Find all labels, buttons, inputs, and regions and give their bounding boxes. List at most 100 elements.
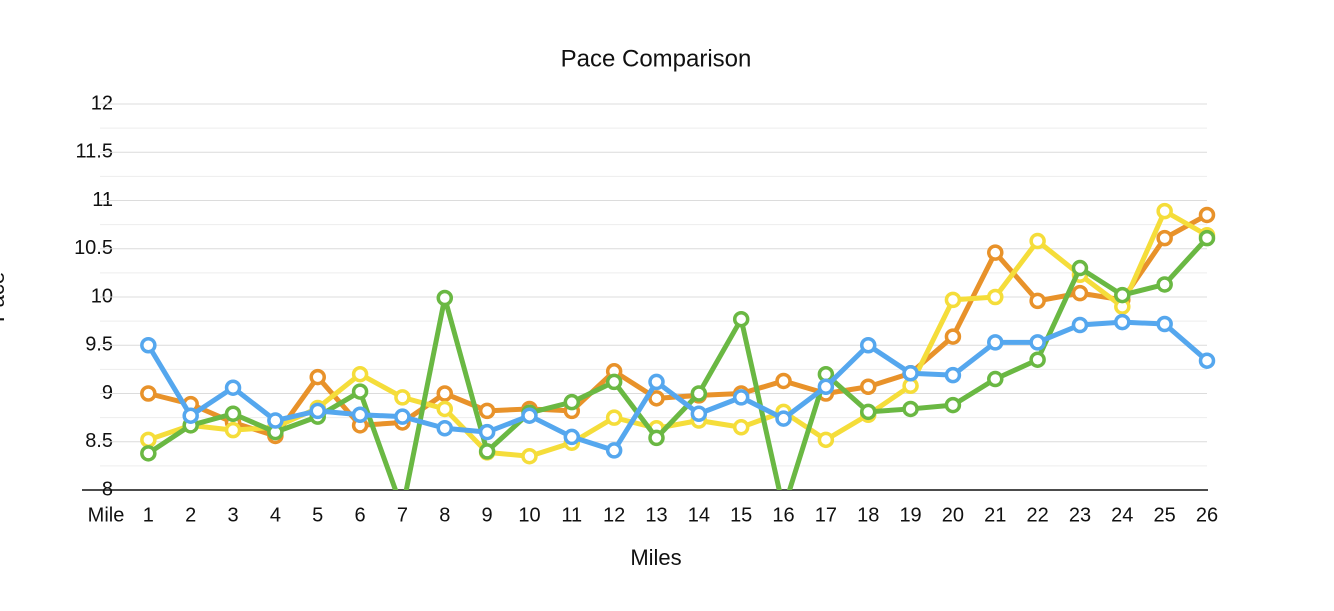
series-marker — [1198, 206, 1216, 224]
series-marker — [987, 370, 1004, 388]
series-marker — [987, 244, 1004, 261]
series-marker — [563, 428, 581, 446]
series-marker — [1029, 232, 1046, 250]
x-tick-label: 26 — [1196, 504, 1218, 526]
x-tick-label: 1 — [143, 504, 154, 526]
series-marker — [478, 402, 496, 420]
x-tick-label: 16 — [772, 504, 794, 526]
series-marker — [859, 337, 877, 354]
series-marker — [944, 291, 962, 309]
x-tick-label: 20 — [942, 504, 964, 526]
series-line — [147, 208, 1209, 459]
series-marker — [436, 419, 454, 437]
series-marker — [1114, 313, 1131, 331]
series-marker — [309, 368, 326, 386]
series-marker — [817, 378, 835, 395]
x-tick-label: 19 — [899, 504, 921, 526]
series-marker — [944, 396, 962, 414]
series-marker — [224, 421, 242, 439]
series-marker — [436, 289, 454, 307]
y-axis-title: Pace — [0, 272, 9, 322]
x-tick-label: 12 — [603, 504, 625, 526]
series-marker — [309, 402, 326, 420]
series-marker — [987, 288, 1004, 306]
series-marker — [224, 405, 242, 423]
series-marker — [351, 406, 369, 423]
series-marker — [351, 383, 369, 400]
series-marker — [521, 447, 538, 465]
x-tick-label: 25 — [1154, 504, 1176, 526]
series-marker — [902, 400, 919, 418]
x-tick-label: 3 — [227, 504, 238, 526]
y-tick-label: 11.5 — [76, 141, 113, 163]
series-marker — [140, 385, 157, 402]
series-marker — [859, 378, 877, 395]
series-marker — [224, 379, 242, 396]
series-marker — [690, 385, 708, 402]
series-marker — [1071, 284, 1089, 302]
series-marker — [1156, 315, 1173, 333]
series-marker — [182, 407, 199, 424]
series-marker — [732, 389, 750, 406]
x-tick-label: 10 — [518, 504, 540, 526]
series-marker — [732, 310, 750, 328]
x-tick-label: 9 — [482, 504, 493, 526]
series-marker — [1156, 276, 1173, 293]
series-marker — [1198, 352, 1216, 369]
series-marker — [605, 373, 623, 391]
series-marker — [1198, 229, 1216, 247]
series-marker — [267, 412, 284, 429]
series-marker — [1029, 292, 1046, 310]
x-tick-label: 5 — [312, 504, 323, 526]
series-marker — [1156, 202, 1173, 220]
series-marker — [563, 393, 581, 411]
x-tick-label: 21 — [984, 504, 1006, 526]
series-marker — [690, 405, 708, 423]
x-tick-label: 2 — [185, 504, 196, 526]
series-marker — [521, 407, 538, 424]
y-tick-label: 10.5 — [74, 237, 113, 259]
series-marker — [987, 334, 1004, 351]
series-marker — [817, 431, 835, 449]
chart-title: Pace Comparison — [561, 45, 752, 72]
series-marker — [605, 442, 623, 459]
x-tick-label: 17 — [815, 504, 837, 526]
x-tick-label: 18 — [857, 504, 879, 526]
series-line — [146, 236, 1209, 490]
series-marker — [1156, 229, 1173, 247]
y-tick-label: 10 — [91, 285, 113, 307]
series-marker — [944, 366, 962, 384]
series-marker — [394, 408, 411, 425]
x-tick-label: 8 — [439, 504, 450, 526]
series-marker — [140, 445, 157, 462]
y-tick-label: 9 — [102, 382, 113, 404]
x-tick-label: 13 — [645, 504, 667, 526]
series-marker — [605, 409, 623, 426]
x-tick-label: 7 — [397, 504, 408, 526]
x-tick-label: 6 — [355, 504, 366, 526]
series-marker — [648, 390, 665, 407]
y-tick-label: 11 — [92, 189, 113, 211]
series-marker — [140, 337, 157, 354]
series-marker — [1071, 316, 1089, 334]
series-marker — [436, 385, 454, 402]
x-axis-title: Miles — [630, 545, 681, 570]
series-marker — [732, 419, 750, 436]
x-tick-label: 4 — [270, 504, 281, 526]
series-marker — [902, 364, 919, 382]
x-tick-label: 15 — [730, 504, 752, 526]
series-marker — [648, 373, 665, 391]
series-marker — [478, 443, 496, 460]
series-marker — [1114, 286, 1131, 304]
x-tick-label: 14 — [688, 504, 710, 526]
y-tick-label: 12 — [91, 92, 113, 114]
y-tick-label: 8.5 — [85, 430, 113, 452]
series-marker — [478, 423, 496, 441]
series-marker — [944, 328, 962, 345]
x-tick-label: 23 — [1069, 504, 1091, 526]
x-tick-label: 22 — [1026, 504, 1048, 526]
x-tick-label: 24 — [1111, 504, 1133, 526]
series-marker — [1071, 259, 1089, 277]
series-marker — [351, 365, 369, 383]
